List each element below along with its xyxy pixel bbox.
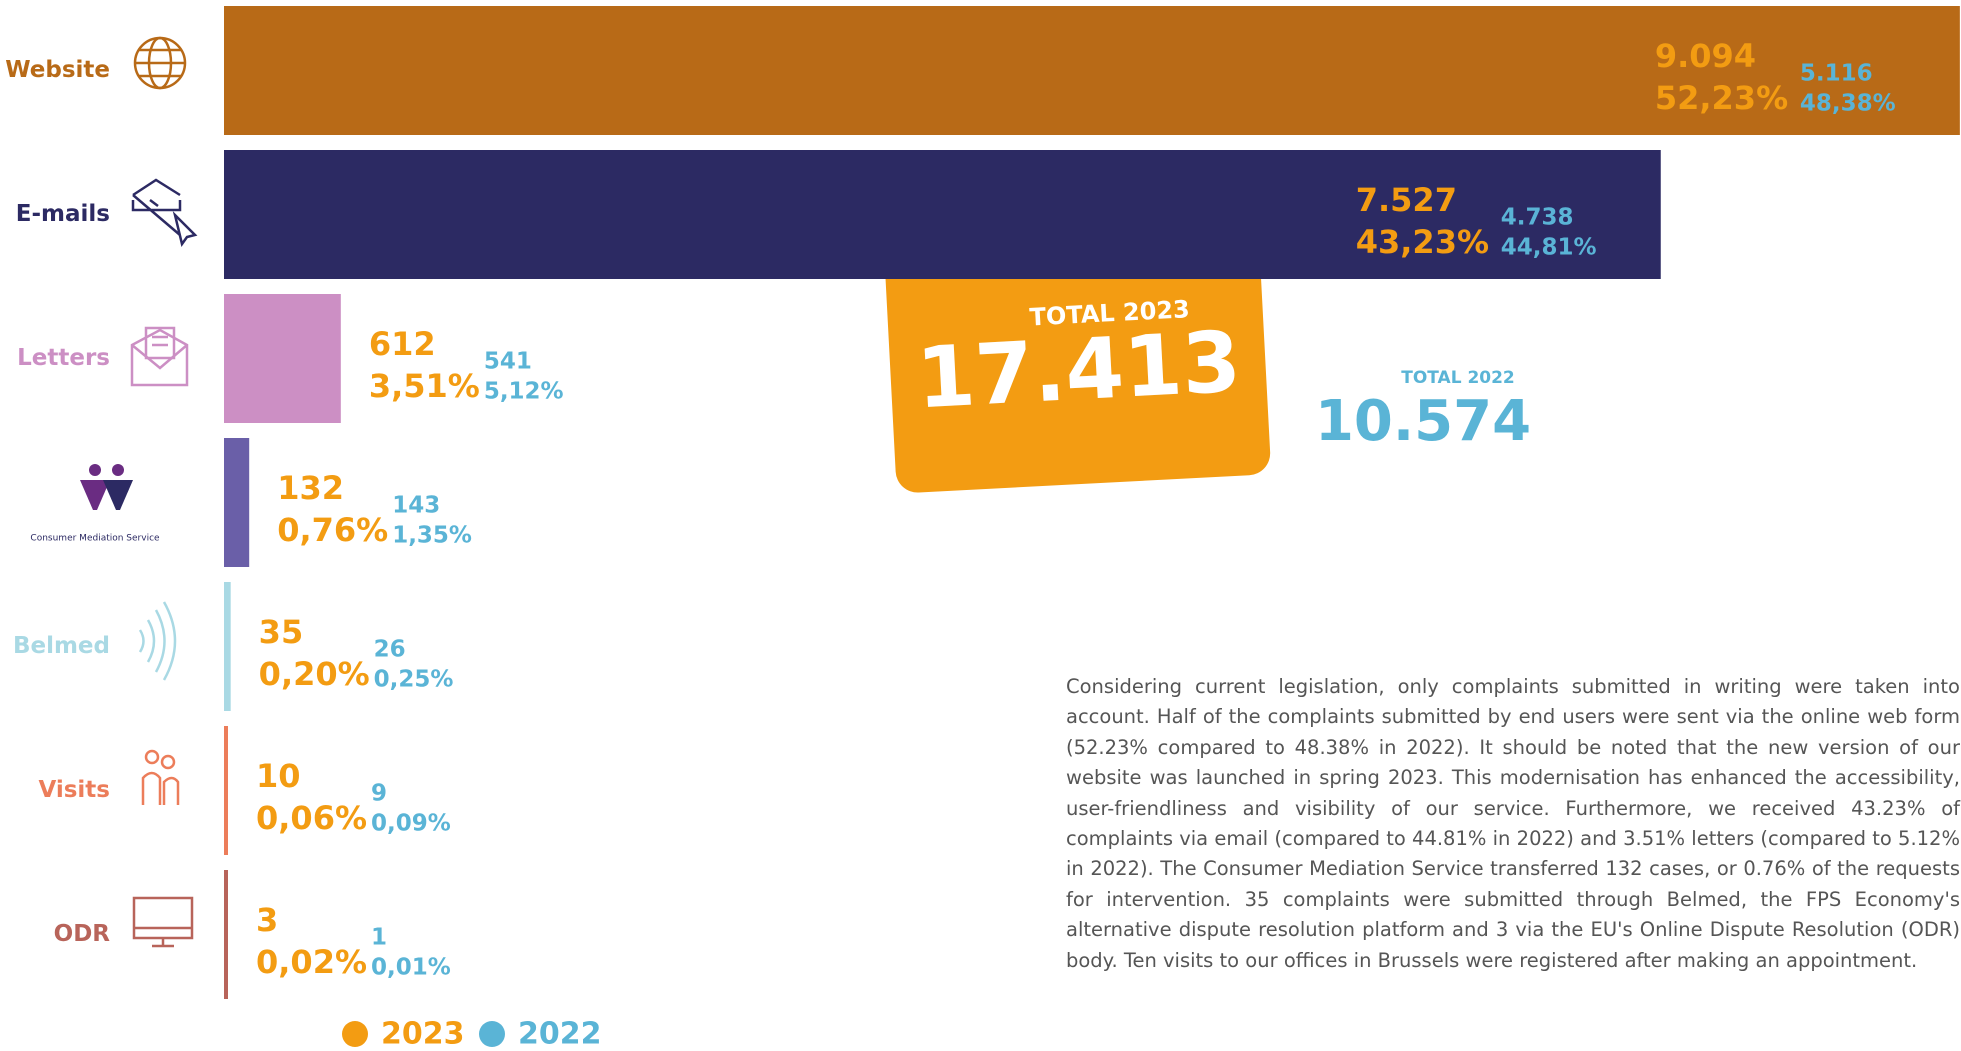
visits-icon (141, 749, 180, 805)
total-value: 17.413 (914, 313, 1243, 428)
wave-icon (138, 601, 177, 681)
value-label: 7.527 (1356, 181, 1457, 219)
category-label: Visits (38, 777, 110, 803)
share-label: 0,25% (374, 667, 454, 693)
email-icon (131, 178, 198, 247)
share-label: 0,01% (371, 955, 451, 981)
value-label: 541 (484, 349, 532, 375)
legend-label: 2022 (518, 1017, 602, 1051)
description: Considering current legislation, only co… (1066, 675, 1960, 972)
share-label: 43,23% (1356, 223, 1489, 261)
share-label: 0,02% (256, 943, 367, 981)
logo-text: Consumer Mediation Service (30, 534, 160, 544)
bar (224, 294, 341, 423)
value-label: 612 (369, 325, 436, 363)
share-label: 52,23% (1655, 79, 1788, 117)
category-label: E-mails (16, 201, 110, 227)
total-box-bg (884, 225, 1271, 493)
bar (224, 870, 228, 999)
share-label: 48,38% (1800, 91, 1896, 117)
value-label: 9.094 (1655, 37, 1756, 75)
value-label: 10 (256, 757, 301, 795)
total-label: TOTAL 2022 (1401, 368, 1515, 388)
value-label: 132 (277, 469, 344, 507)
bar (224, 438, 250, 567)
share-label: 44,81% (1501, 235, 1597, 261)
category-label: ODR (54, 921, 111, 947)
category-label: Belmed (13, 633, 110, 659)
letter-icon (130, 326, 189, 387)
value-label: 4.738 (1501, 205, 1574, 231)
share-label: 5,12% (484, 379, 564, 405)
icons (80, 36, 198, 948)
bar (224, 150, 1661, 279)
category-label: Letters (17, 345, 110, 371)
bar (224, 582, 231, 711)
value-label: 143 (392, 493, 440, 519)
share-label: 0,06% (256, 799, 367, 837)
share-label: 3,51% (369, 367, 480, 405)
monitor-icon (132, 896, 194, 948)
legend-label: 2023 (381, 1017, 465, 1051)
cms-logo (80, 464, 133, 510)
share-label: 1,35% (392, 523, 472, 549)
value-label: 35 (259, 613, 304, 651)
value-label: 1 (371, 925, 387, 951)
bar (224, 726, 228, 855)
legend-swatch (342, 1021, 368, 1047)
value-label: 5.116 (1800, 61, 1873, 87)
globe-icon (133, 36, 187, 90)
value-label: 26 (374, 637, 406, 663)
bar (224, 6, 1960, 135)
total-value: 10.574 (1315, 389, 1531, 454)
value-label: 3 (256, 901, 278, 939)
share-label: 0,20% (259, 655, 370, 693)
value-label: 9 (371, 781, 387, 807)
legend-swatch (479, 1021, 505, 1047)
share-label: 0,09% (371, 811, 451, 837)
share-label: 0,76% (277, 511, 388, 549)
category-label: Website (5, 57, 110, 83)
